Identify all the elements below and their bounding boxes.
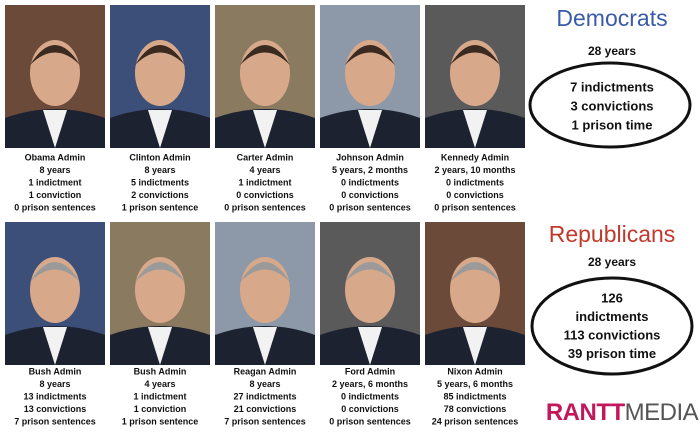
- face: [450, 40, 500, 106]
- caption-line: 78 convictions: [444, 404, 507, 414]
- hair: [345, 45, 395, 65]
- summary-line: 7 indictments: [570, 79, 654, 94]
- caption-line: Kennedy Admin: [441, 152, 509, 162]
- shirt: [43, 110, 67, 148]
- hair: [450, 262, 500, 282]
- hair: [240, 262, 290, 282]
- caption-line: 1 conviction: [134, 404, 187, 414]
- face: [240, 40, 290, 106]
- caption-line: 0 indictments: [341, 391, 399, 401]
- shirt: [358, 327, 382, 365]
- party-years: 28 years: [588, 44, 636, 58]
- caption-line: 0 prison sentences: [434, 202, 516, 212]
- caption-line: 13 indictments: [23, 391, 86, 401]
- face: [135, 257, 185, 323]
- hair: [30, 262, 80, 282]
- caption-line: Reagan Admin: [234, 366, 297, 376]
- summary-oval: [528, 61, 692, 149]
- summary-oval: [530, 276, 694, 376]
- hair: [240, 45, 290, 65]
- shirt: [148, 327, 172, 365]
- caption-line: 8 years: [249, 379, 280, 389]
- summary-line: 39 prison time: [568, 346, 656, 361]
- summary-line: 113 convictions: [564, 327, 661, 342]
- hair: [30, 45, 80, 65]
- caption-line: 1 conviction: [29, 190, 82, 200]
- caption-line: 7 prison sentences: [14, 416, 96, 426]
- logo-part: MEDIA: [625, 399, 699, 426]
- caption-line: Obama Admin: [25, 152, 86, 162]
- caption-line: 2 years, 6 months: [332, 379, 408, 389]
- caption-line: 0 convictions: [446, 190, 504, 200]
- summary-line: 1 prison time: [572, 117, 653, 132]
- face: [240, 257, 290, 323]
- shirt: [463, 110, 487, 148]
- caption-line: 85 indictments: [443, 391, 506, 401]
- caption-line: 0 prison sentences: [224, 202, 306, 212]
- shirt: [253, 110, 277, 148]
- caption-line: 1 prison sentence: [122, 416, 199, 426]
- shirt: [253, 327, 277, 365]
- caption-line: 8 years: [39, 379, 70, 389]
- caption-line: 0 prison sentences: [329, 202, 411, 212]
- shirt: [463, 327, 487, 365]
- face: [450, 257, 500, 323]
- caption-line: 0 prison sentences: [329, 416, 411, 426]
- party-years: 28 years: [588, 255, 636, 269]
- caption-line: 7 prison sentences: [224, 416, 306, 426]
- hair: [135, 262, 185, 282]
- caption-line: Nixon Admin: [447, 366, 502, 376]
- party-title: Republicans: [549, 221, 676, 247]
- caption-line: 4 years: [249, 165, 280, 175]
- caption-line: 2 years, 10 months: [434, 165, 515, 175]
- logo-part: RANTT: [546, 399, 626, 426]
- caption-line: 27 indictments: [233, 391, 296, 401]
- hair: [450, 45, 500, 65]
- caption-line: 0 indictments: [341, 177, 399, 187]
- caption-line: 5 years, 2 months: [332, 165, 408, 175]
- hair: [135, 45, 185, 65]
- caption-line: 5 years, 6 months: [437, 379, 513, 389]
- caption-line: Johnson Admin: [336, 152, 404, 162]
- caption-line: 1 indictment: [238, 177, 291, 187]
- caption-line: 0 convictions: [341, 190, 399, 200]
- shirt: [358, 110, 382, 148]
- caption-line: 1 indictment: [28, 177, 81, 187]
- face: [30, 40, 80, 106]
- hair: [345, 262, 395, 282]
- caption-line: 4 years: [144, 379, 175, 389]
- party-title: Democrats: [556, 5, 667, 31]
- caption-line: 0 indictments: [446, 177, 504, 187]
- caption-line: Ford Admin: [345, 366, 395, 376]
- caption-line: 1 indictment: [133, 391, 186, 401]
- face: [345, 40, 395, 106]
- caption-line: Bush Admin: [29, 366, 82, 376]
- caption-line: 13 convictions: [24, 404, 87, 414]
- caption-line: Clinton Admin: [129, 152, 190, 162]
- summary-line: 3 convictions: [570, 98, 653, 113]
- caption-line: 0 prison sentences: [14, 202, 96, 212]
- caption-line: 8 years: [144, 165, 175, 175]
- caption-line: 5 indictments: [131, 177, 189, 187]
- caption-line: 0 convictions: [341, 404, 399, 414]
- caption-line: 24 prison sentences: [432, 416, 519, 426]
- caption-line: Bush Admin: [134, 366, 187, 376]
- shirt: [148, 110, 172, 148]
- shirt: [43, 327, 67, 365]
- caption-line: Carter Admin: [237, 152, 294, 162]
- summary-line: 126: [601, 290, 623, 305]
- caption-line: 2 convictions: [131, 190, 189, 200]
- face: [345, 257, 395, 323]
- caption-line: 8 years: [39, 165, 70, 175]
- caption-line: 0 convictions: [236, 190, 294, 200]
- face: [30, 257, 80, 323]
- summary-line: indictments: [576, 309, 649, 324]
- caption-line: 21 convictions: [234, 404, 297, 414]
- face: [135, 40, 185, 106]
- logo: RANTTMEDIA: [546, 399, 699, 426]
- caption-line: 1 prison sentence: [122, 202, 199, 212]
